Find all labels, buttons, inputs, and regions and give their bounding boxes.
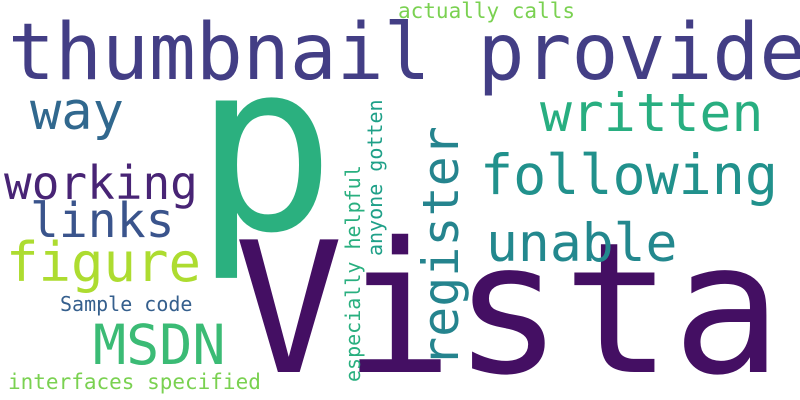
word-figure: figure <box>6 231 202 294</box>
word-following: following <box>480 143 779 207</box>
word-written: written <box>540 83 764 144</box>
word-interfaces-specified: interfaces specified <box>8 370 261 394</box>
word-register: register <box>412 126 470 367</box>
word-sample-code: Sample code <box>60 292 193 316</box>
word-anyone-gotten: anyone gotten <box>363 99 387 256</box>
word-way: way <box>30 82 124 142</box>
word-especially-helpful: especially helpful <box>341 165 365 382</box>
word-actually-calls: actually calls <box>398 0 576 23</box>
word-thumbnail-provider: thumbnail provider <box>8 8 800 98</box>
word-working: working <box>4 156 198 210</box>
word-p: p <box>194 12 336 285</box>
word-msdn: MSDN <box>93 313 226 377</box>
word-links: links <box>30 193 175 249</box>
word-unable: unable <box>486 213 678 274</box>
word-vista: Vista <box>234 203 782 400</box>
